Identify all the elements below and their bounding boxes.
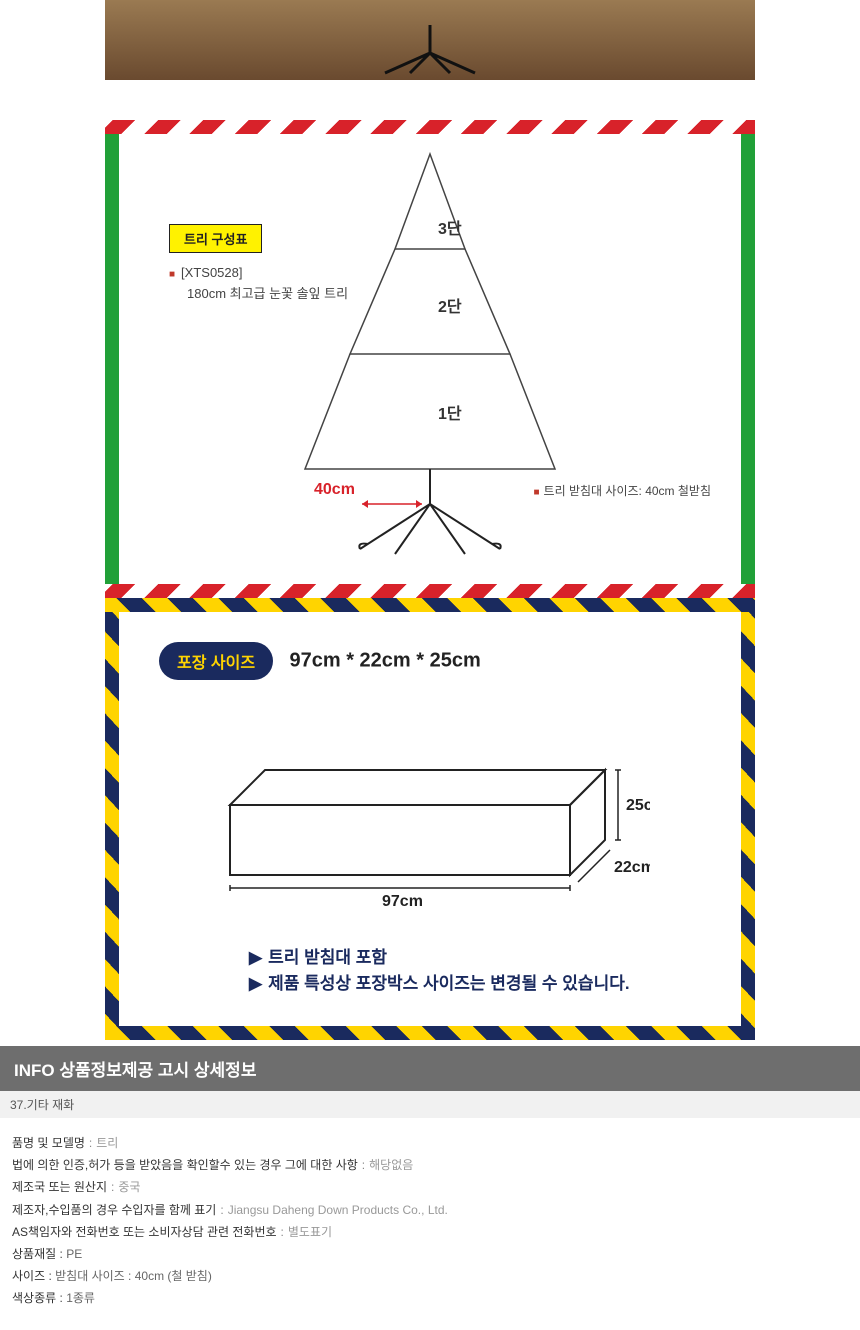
info-header: INFO 상품정보제공 고시 상세정보: [0, 1046, 860, 1091]
box-length-label: 97cm: [382, 893, 423, 910]
hazard-stripe-top: [105, 598, 755, 612]
candy-stripe-bottom: [105, 584, 755, 598]
tier1-label: 1단: [438, 405, 462, 423]
info-row: 사이즈 : 받침대 사이즈 : 40cm (철 받침): [12, 1265, 848, 1287]
tier3-label: 3단: [438, 220, 462, 238]
stand-width-label: 40cm: [314, 481, 355, 499]
packaging-dims: 97cm * 22cm * 25cm: [290, 650, 481, 672]
packaging-panel: 포장 사이즈 97cm * 22cm * 25cm 25cm 22cm: [105, 598, 755, 1040]
triangle-bullet-icon: ▶: [249, 974, 262, 993]
box-height-label: 25cm: [626, 797, 650, 814]
box-diagram: 25cm 22cm 97cm: [210, 740, 650, 915]
bullet-square-icon: ■: [169, 269, 175, 280]
bullet-square-icon: ■: [533, 487, 539, 498]
triangle-bullet-icon: ▶: [249, 948, 262, 967]
info-row: 상품재질 : PE: [12, 1243, 848, 1265]
tree-tier-diagram: 3단 2단 1단: [250, 149, 610, 574]
tree-composition-panel: 3단 2단 1단 트리 구성표 ■[XTS0528] 180cm 최고급 눈꽃 …: [105, 120, 755, 598]
package-notes: ▶트리 받침대 포함 ▶제품 특성상 포장박스 사이즈는 변경될 수 있습니다.: [249, 945, 701, 996]
hazard-stripe-bottom: [105, 1026, 755, 1040]
stand-note: ■트리 받침대 사이즈: 40cm 철받침: [533, 482, 711, 499]
product-photo: [105, 0, 755, 80]
candy-stripe-top: [105, 120, 755, 134]
info-row: 품명 및 모델명:트리: [12, 1132, 848, 1154]
info-row: AS책임자와 전화번호 또는 소비자상담 관련 전화번호:별도표기: [12, 1221, 848, 1243]
tier2-label: 2단: [438, 298, 462, 316]
info-row: 색상종류 : 1종류: [12, 1287, 848, 1309]
info-row: 제조자,수입품의 경우 수입자를 함께 표기:Jiangsu Daheng Do…: [12, 1199, 848, 1221]
composition-badge: 트리 구성표: [169, 224, 262, 253]
box-width-label: 22cm: [614, 859, 650, 876]
info-body: 품명 및 모델명:트리 법에 의한 인증,허가 등을 받았음을 확인할수 있는 …: [0, 1118, 860, 1330]
packaging-header: 포장 사이즈 97cm * 22cm * 25cm: [159, 642, 701, 680]
info-row: 법에 의한 인증,허가 등을 받았음을 확인할수 있는 경우 그에 대한 사항:…: [12, 1154, 848, 1176]
info-category: 37.기타 재화: [0, 1091, 860, 1118]
info-row: 제조국 또는 원산지:중국: [12, 1176, 848, 1198]
packaging-badge: 포장 사이즈: [159, 642, 273, 680]
tree-stand-photo: [370, 25, 490, 75]
